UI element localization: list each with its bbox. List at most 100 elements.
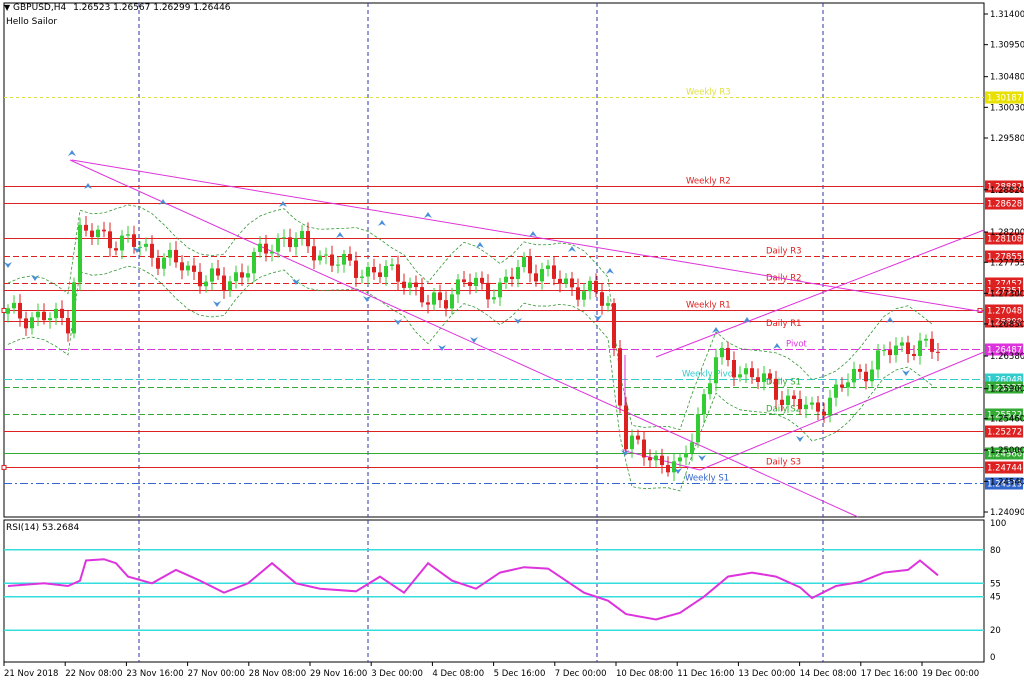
candle-body bbox=[318, 255, 322, 261]
candle-body bbox=[792, 395, 796, 399]
candle-body bbox=[612, 303, 616, 349]
candle-body bbox=[90, 230, 94, 238]
candle-body bbox=[660, 455, 664, 466]
candle-body bbox=[426, 302, 430, 305]
candle-body bbox=[168, 249, 172, 258]
level-label: Weekly R3 bbox=[686, 88, 731, 98]
price-tag bbox=[985, 197, 1023, 210]
menu-arrow-icon[interactable]: ▼ bbox=[4, 3, 11, 12]
fractal-up-icon bbox=[378, 220, 386, 226]
fractal-up-icon bbox=[336, 232, 344, 238]
candle-body bbox=[822, 411, 826, 416]
time-tick-label: 7 Dec 00:00 bbox=[555, 669, 607, 679]
price-tick-label: 1.28200 bbox=[990, 228, 1024, 238]
candle-body bbox=[258, 243, 262, 252]
candle-body bbox=[762, 373, 766, 382]
level-label: Daily R1 bbox=[766, 319, 802, 329]
chart-header[interactable]: ▼ GBPUSD,H4 1.26523 1.26567 1.26299 1.26… bbox=[4, 3, 231, 13]
time-tick-label: 4 Dec 08:00 bbox=[432, 669, 484, 679]
candle-body bbox=[276, 238, 280, 252]
price-tag bbox=[985, 304, 1023, 317]
candle-body bbox=[936, 351, 940, 353]
price-tick-label: 1.24090 bbox=[990, 508, 1024, 518]
fractal-up-icon bbox=[68, 150, 76, 156]
candle-body bbox=[798, 398, 802, 410]
price-tag bbox=[985, 180, 1023, 193]
candle-body bbox=[186, 265, 190, 271]
candle-body bbox=[906, 342, 910, 354]
candle-body bbox=[198, 271, 202, 287]
price-tag-label: 1.28628 bbox=[987, 200, 1022, 210]
candle-body bbox=[180, 262, 184, 271]
candle-body bbox=[810, 402, 814, 405]
rsi-label: RSI(14) 53.2684 bbox=[6, 523, 80, 533]
candle-body bbox=[420, 287, 424, 303]
time-tick-label: 22 Nov 08:00 bbox=[65, 669, 122, 679]
main-chart-frame bbox=[3, 2, 985, 518]
fractal-down-icon bbox=[470, 337, 478, 343]
candle-body bbox=[264, 243, 268, 254]
ohlc-label: 1.26523 1.26567 1.26299 1.26446 bbox=[73, 3, 231, 13]
candle-body bbox=[408, 282, 412, 288]
price-tag-label: 1.27855 bbox=[987, 253, 1022, 263]
candle-body bbox=[228, 281, 232, 291]
candle-body bbox=[534, 273, 538, 282]
level-label: Daily S2 bbox=[766, 405, 801, 415]
fractal-up-icon bbox=[476, 242, 484, 248]
candle-body bbox=[18, 302, 22, 319]
candle-body bbox=[126, 234, 130, 236]
candle-body bbox=[114, 248, 118, 251]
candle-body bbox=[162, 257, 166, 269]
fractal-up-icon bbox=[529, 231, 537, 237]
candle-body bbox=[282, 237, 286, 239]
candle-body bbox=[360, 276, 364, 278]
price-tick-label: 1.26380 bbox=[990, 352, 1024, 362]
trendline bbox=[655, 229, 985, 358]
candle-body bbox=[486, 282, 490, 300]
candle-body bbox=[444, 300, 448, 309]
fractal-up-icon bbox=[886, 317, 894, 323]
price-tag bbox=[985, 284, 1023, 297]
candle-body bbox=[504, 276, 508, 283]
price-tick-label: 1.25900 bbox=[990, 385, 1024, 395]
price-tag-label: 1.25522 bbox=[987, 411, 1022, 421]
candle-body bbox=[546, 265, 550, 269]
candle-body bbox=[48, 318, 52, 321]
candle-body bbox=[474, 277, 478, 286]
candle-body bbox=[66, 317, 70, 334]
fractal-down-icon bbox=[594, 315, 602, 321]
price-tag bbox=[985, 408, 1023, 421]
candle-body bbox=[516, 267, 520, 280]
time-tick-label: 29 Nov 16:00 bbox=[310, 669, 367, 679]
candle-body bbox=[306, 231, 310, 247]
candle-body bbox=[576, 287, 580, 300]
price-tag-label: 1.28882 bbox=[987, 183, 1022, 193]
price-tag bbox=[985, 461, 1023, 474]
candle-body bbox=[60, 308, 64, 318]
time-tick-label: 21 Nov 2018 bbox=[4, 669, 58, 679]
candle-body bbox=[438, 292, 442, 301]
candle-body bbox=[636, 435, 640, 440]
time-tick-label: 11 Dec 16:00 bbox=[677, 669, 734, 679]
trendline bbox=[71, 159, 985, 313]
candle-body bbox=[924, 338, 928, 341]
fractal-down-icon bbox=[514, 318, 522, 324]
price-tick-label: 1.24540 bbox=[990, 477, 1024, 487]
candle-body bbox=[390, 264, 394, 267]
price-tick-label: 1.31400 bbox=[990, 10, 1024, 20]
fractal-down-icon bbox=[674, 468, 682, 474]
candle-body bbox=[714, 357, 718, 384]
fractal-down-icon bbox=[796, 436, 804, 442]
candle-body bbox=[402, 281, 406, 288]
candle-body bbox=[864, 371, 868, 382]
candle-body bbox=[120, 235, 124, 251]
candle-body bbox=[246, 273, 250, 278]
fractal-down-icon bbox=[394, 319, 402, 325]
candle-body bbox=[756, 377, 760, 382]
candle-body bbox=[138, 246, 142, 248]
candle-body bbox=[678, 457, 682, 462]
level-label: Daily R3 bbox=[766, 247, 802, 257]
candle-body bbox=[654, 455, 658, 461]
